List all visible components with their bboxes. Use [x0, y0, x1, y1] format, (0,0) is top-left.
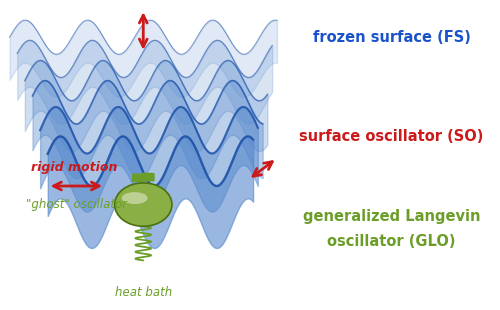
Text: frozen surface (FS): frozen surface (FS) [312, 30, 470, 45]
Ellipse shape [114, 183, 172, 226]
Text: oscillator (GLO): oscillator (GLO) [328, 234, 456, 249]
Ellipse shape [122, 192, 148, 204]
Text: rigid motion: rigid motion [31, 161, 117, 174]
Text: generalized Langevin: generalized Langevin [303, 210, 480, 224]
Text: surface oscillator (SO): surface oscillator (SO) [300, 129, 484, 144]
Text: heat bath: heat bath [114, 286, 172, 299]
Text: "ghost" oscillator: "ghost" oscillator [26, 198, 128, 211]
